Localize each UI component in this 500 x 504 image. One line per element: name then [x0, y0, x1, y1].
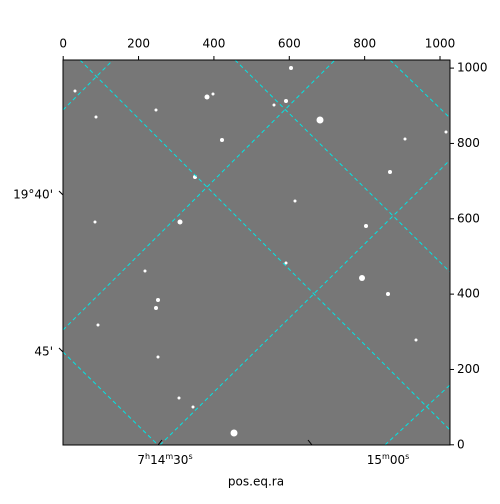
- y-tick-label: 600: [457, 211, 480, 225]
- ra-grid-line: [79, 59, 451, 431]
- ra-tick-label: 7h14m30s: [137, 452, 192, 467]
- y-tick-label: 0: [457, 437, 465, 451]
- ra-grid-line: [234, 59, 451, 273]
- image-background: [63, 60, 450, 445]
- x-tick-label: 600: [278, 37, 301, 51]
- axes-frame: [62, 59, 451, 446]
- image: [63, 60, 450, 445]
- x-tick-label: 200: [127, 37, 150, 51]
- x-tick-label: 800: [353, 37, 376, 51]
- dec-grid-line: [159, 159, 451, 446]
- dec-tick-label: 19°40': [13, 188, 53, 202]
- y-tick-label: 800: [457, 136, 480, 150]
- dec-grid-line: [62, 59, 114, 111]
- y-tick-label: 200: [457, 362, 480, 376]
- dec-grid-line: [384, 384, 451, 446]
- dec-tick-label: 45': [34, 345, 53, 359]
- stars: [73, 66, 448, 437]
- x-tick-label: 400: [202, 37, 225, 51]
- ra-tick-label: 15m00s: [367, 452, 410, 467]
- y-tick-label: 1000: [457, 61, 488, 75]
- dec-grid-line: [62, 59, 336, 331]
- world-ticks: [58, 190, 313, 446]
- y-tick-label: 400: [457, 287, 480, 301]
- ra-grid-line: [62, 351, 159, 446]
- x-axis-label: pos.eq.ra: [228, 475, 284, 489]
- x-tick-label: 1000: [425, 37, 456, 51]
- x-tick-label: 0: [59, 37, 67, 51]
- coordinate-grid: [62, 59, 451, 446]
